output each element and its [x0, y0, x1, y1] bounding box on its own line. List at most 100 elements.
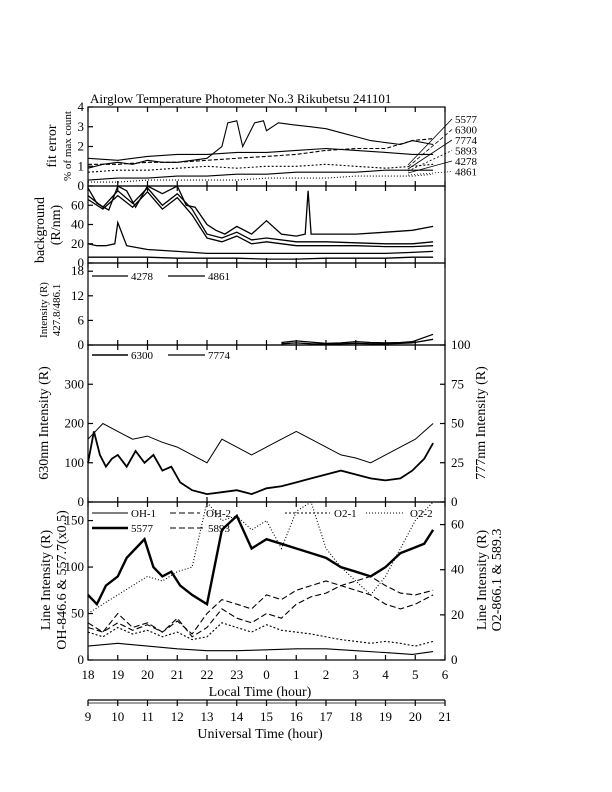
- universal-time-tick-label: 9: [85, 709, 92, 724]
- legend-label-7774: 7774: [455, 135, 478, 147]
- y-tick-label: 6: [78, 312, 85, 327]
- y-tick-label: 40: [451, 562, 464, 577]
- legend-leader-5893: [407, 150, 453, 172]
- series-line-6300: [87, 431, 434, 496]
- y-tick-label: 0: [78, 255, 85, 270]
- series-line-li-5893: [87, 580, 434, 635]
- chart-data-layer: [87, 118, 453, 655]
- local-time-tick: 0: [263, 667, 270, 682]
- y-tick-label: 0: [78, 178, 85, 193]
- y-tick-label: 75: [451, 376, 464, 391]
- universal-time-tick-label: 13: [201, 709, 214, 724]
- y-tick-label: 0: [451, 652, 458, 667]
- local-time-tick: 5: [412, 667, 419, 682]
- y-axis-label: background: [33, 197, 48, 263]
- local-time-label: Local Time (hour): [209, 685, 312, 700]
- series-line-bg-d: [87, 220, 434, 255]
- time-axes: Local Time (hour) Universal Time (hour): [197, 685, 323, 742]
- series-line-li-O2-1: [87, 622, 434, 647]
- y-axis-label: % of max count: [62, 111, 74, 181]
- y-tick-label: 0: [78, 494, 85, 509]
- y-tick-label: 100: [65, 455, 85, 470]
- local-time-tick: 20: [141, 667, 154, 682]
- universal-time-tick-label: 12: [171, 709, 184, 724]
- legend-leader-4278: [407, 160, 453, 174]
- y-tick-label: 12: [71, 288, 84, 303]
- y-tick-label: 0: [78, 337, 85, 352]
- y-axis-label-left: OH-846.6 & 557.7(x0.5): [55, 510, 70, 650]
- series-line-fit-4861: [88, 173, 434, 183]
- y-tick-label: 18: [71, 263, 84, 278]
- universal-time-tick-label: 21: [439, 709, 452, 724]
- y-axis-label: fit error: [45, 124, 60, 167]
- series-line-bg-a: [87, 185, 434, 237]
- series-line-int-4861: [281, 338, 434, 345]
- legend-label-4861: 4861: [455, 167, 477, 179]
- legend-leader-7774: [407, 139, 453, 170]
- legend-leader-6300: [407, 129, 453, 168]
- y-tick-label: 20: [451, 607, 464, 622]
- local-time-tick: 4: [382, 667, 389, 682]
- series-line-bg-b: [87, 186, 434, 245]
- universal-time-tick-label: 16: [290, 709, 304, 724]
- y-axis-label: Intensity (R): [38, 282, 50, 338]
- series-line-7774: [87, 422, 434, 464]
- universal-time-tick-label: 20: [409, 709, 422, 724]
- local-time-tick: 18: [82, 667, 95, 682]
- series-line-fit-5577: [87, 120, 434, 169]
- series-line-fit-7774: [87, 147, 434, 161]
- panel-frames: [87, 106, 446, 706]
- local-time-tick: 21: [171, 667, 184, 682]
- universal-time-tick-label: 14: [230, 709, 244, 724]
- universal-time-tick-label: 10: [111, 709, 124, 724]
- y-tick-label: 60: [71, 197, 84, 212]
- series-line-li-5577: [87, 513, 435, 607]
- local-time-tick: 1: [293, 667, 300, 682]
- y-axis-label-right: Line Intensity (R): [475, 530, 490, 631]
- legend-label-5893: 5893: [455, 146, 478, 158]
- series-line-bg-e: [88, 256, 434, 260]
- y-tick-label: 3: [78, 119, 85, 134]
- legend-label-OH-2: OH-2: [206, 508, 231, 520]
- universal-time-tick-label: 15: [260, 709, 273, 724]
- y-tick-label: 4: [78, 99, 85, 114]
- local-time-tick: 22: [201, 667, 214, 682]
- y-tick-label: 60: [451, 517, 464, 532]
- legend-label-5893: 5893: [208, 523, 231, 535]
- series-line-li-OH-2: [87, 575, 434, 638]
- universal-time-tick-label: 19: [379, 709, 392, 724]
- series-line-int-4278: [281, 333, 434, 345]
- y-tick-label: 100: [65, 559, 85, 574]
- universal-time-tick-label: 11: [141, 709, 154, 724]
- legend-label-7774: 7774: [208, 350, 231, 362]
- y-axis-label: 427.8/486.1: [51, 284, 63, 337]
- y-tick-label: 0: [451, 494, 458, 509]
- y-tick-label: 100: [451, 337, 471, 352]
- y-axis-label-right: 777nm Intensity (R): [474, 366, 489, 480]
- y-axis-label-left: Line Intensity (R): [39, 530, 54, 631]
- y-tick-label: 25: [451, 455, 464, 470]
- legend-leader-5577: [407, 118, 453, 166]
- local-time-tick: 6: [442, 667, 449, 682]
- y-tick-label: 150: [65, 513, 85, 528]
- legend-label-4861: 4861: [208, 271, 230, 283]
- local-time-tick: 23: [230, 667, 243, 682]
- y-tick-label: 0: [78, 652, 85, 667]
- y-axis-label-right: O2-866.1 & 589.3: [490, 529, 505, 632]
- y-tick-label: 1: [78, 158, 85, 173]
- legend-label-5577: 5577: [131, 523, 154, 535]
- universal-time-label: Universal Time (hour): [197, 727, 323, 742]
- series-line-bg-c: [87, 190, 434, 248]
- legend-label-6300: 6300: [131, 350, 154, 362]
- y-tick-label: 20: [71, 236, 84, 251]
- legend-label-6300: 6300: [455, 125, 478, 137]
- y-tick-label: 50: [451, 416, 464, 431]
- legend-label-5577: 5577: [455, 114, 478, 126]
- legend-label-4278: 4278: [131, 271, 154, 283]
- y-tick-label: 300: [65, 376, 85, 391]
- legend-label-OH-1: OH-1: [131, 508, 156, 520]
- y-tick-label: 50: [71, 606, 84, 621]
- legend-label-4278: 4278: [455, 156, 478, 168]
- y-tick-label: 2: [78, 139, 85, 154]
